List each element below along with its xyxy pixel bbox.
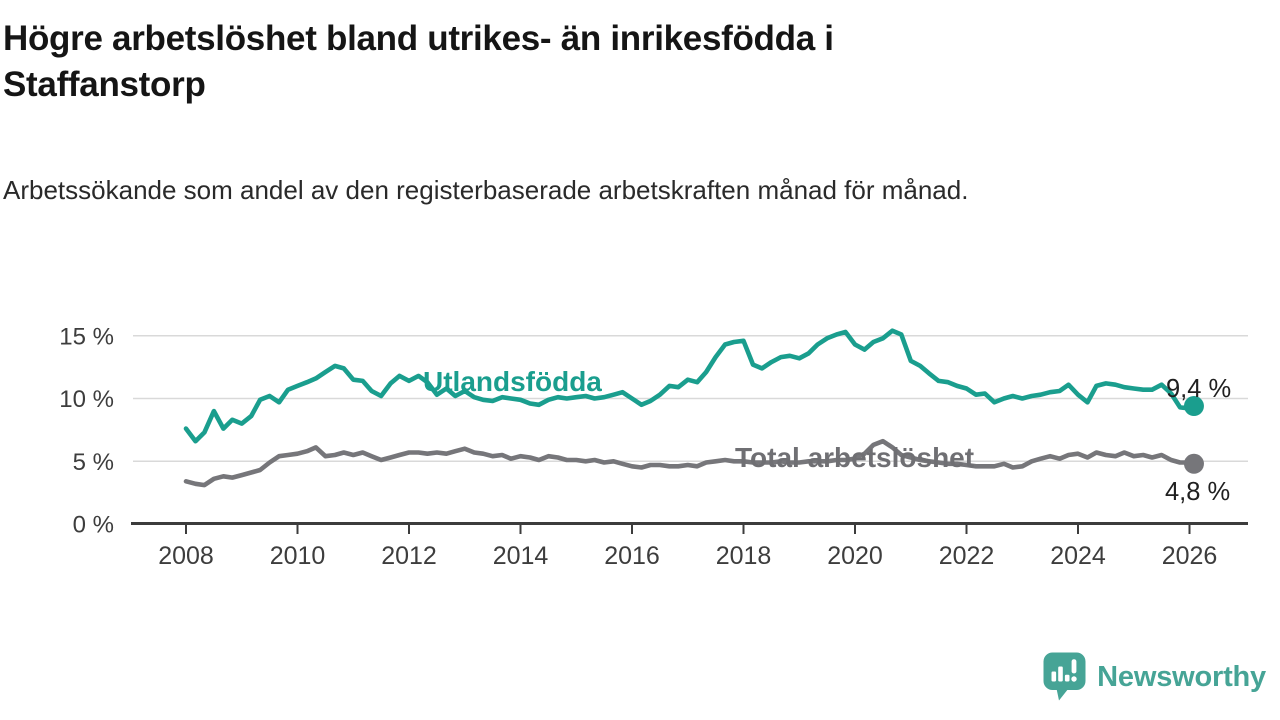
y-tick-label: 15 % — [59, 323, 114, 350]
logo-exclamation-bar — [1071, 659, 1077, 674]
end-value-label-utlandsfodda: 9,4 % — [1166, 375, 1231, 403]
series-label-utlandsfodda: Utlandsfödda — [423, 366, 602, 397]
x-tick-label: 2024 — [1050, 542, 1106, 570]
y-tick-label: 5 % — [73, 449, 114, 476]
x-tick-label: 2020 — [827, 542, 883, 570]
x-tick-label: 2014 — [493, 542, 549, 570]
series-end-dot — [1183, 453, 1204, 474]
x-tick-label: 2018 — [716, 542, 772, 570]
logo-bar-2 — [1058, 666, 1063, 682]
x-tick-label: 2022 — [939, 542, 995, 570]
page-title: Högre arbetslöshet bland utrikes- än inr… — [3, 19, 834, 104]
end-value-label-total: 4,8 % — [1165, 478, 1230, 506]
series-line-utlandsfodda — [183, 328, 1197, 444]
y-tick-label: 0 % — [73, 512, 114, 539]
brand-name: Newsworthy — [1097, 660, 1266, 693]
x-tick-label: 2008 — [158, 542, 214, 570]
x-tick-label: 2012 — [381, 542, 437, 570]
x-tick-label: 2010 — [270, 542, 326, 570]
y-tick-label: 10 % — [59, 386, 114, 413]
series-label-total: Total arbetslöshet — [735, 442, 974, 473]
newsworthy-bubble-icon — [1043, 652, 1086, 701]
logo-bar-1 — [1051, 671, 1057, 682]
logo-bar-3 — [1065, 674, 1070, 682]
series-line-total — [183, 438, 1197, 488]
x-tick-label: 2016 — [604, 542, 660, 570]
x-tick-label: 2026 — [1162, 542, 1218, 570]
newsworthy-logo[interactable]: Newsworthy — [1043, 652, 1266, 702]
page-subtitle: Arbetssökande som andel av den registerb… — [3, 175, 969, 205]
series-end-dot — [1183, 396, 1204, 417]
logo-exclamation-dot — [1071, 676, 1077, 682]
